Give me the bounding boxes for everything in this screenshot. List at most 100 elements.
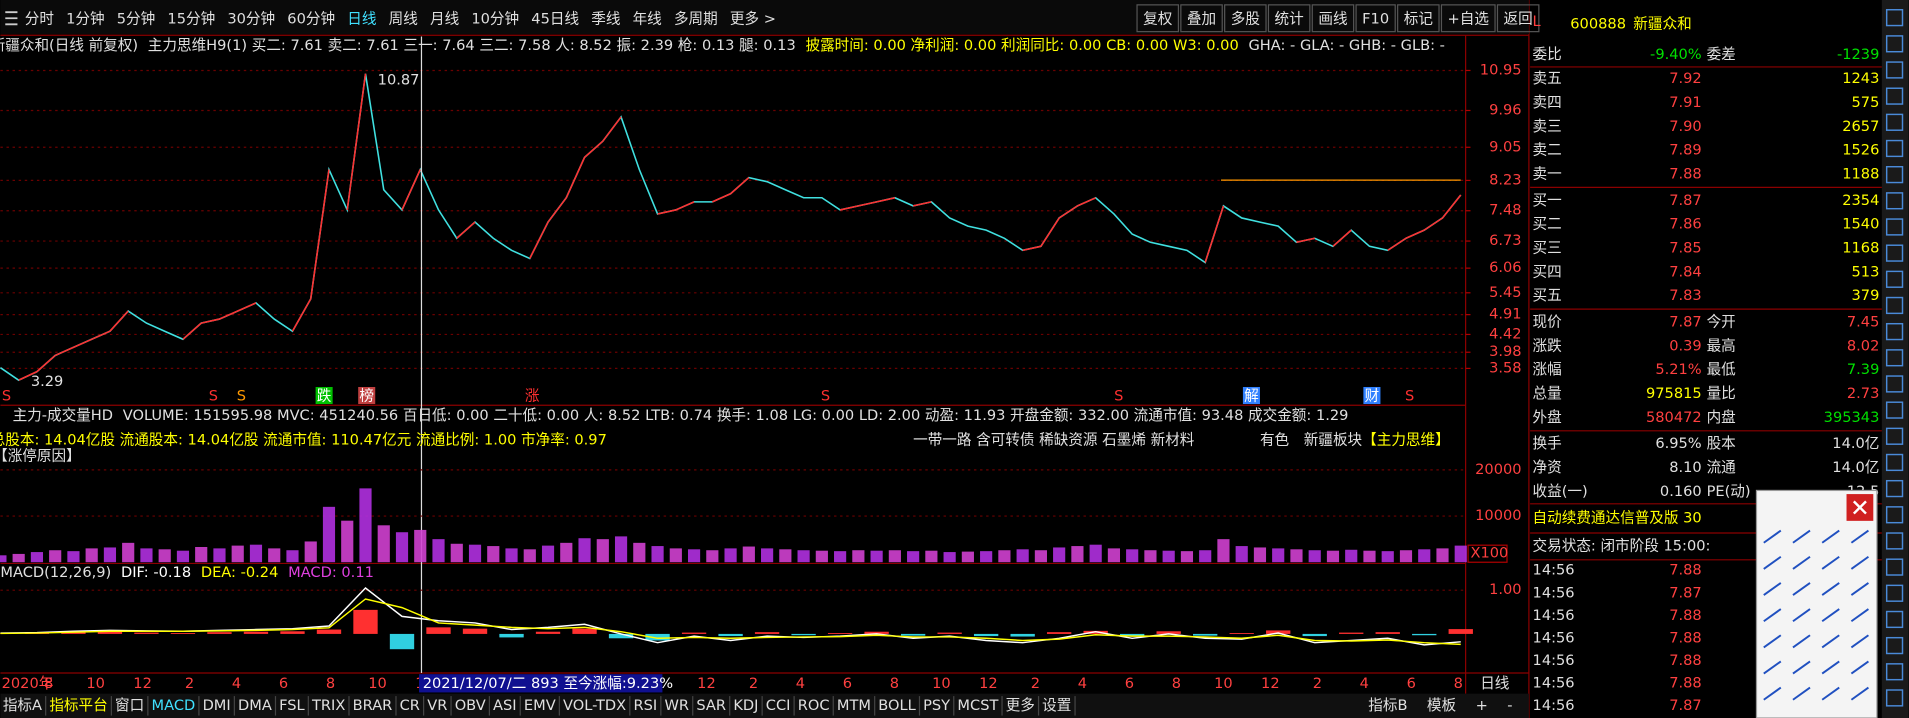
tool-icon[interactable] <box>1792 529 1811 544</box>
toolbar-button[interactable]: 标记 <box>1404 10 1434 27</box>
indicator-tab[interactable]: ASI <box>493 697 517 714</box>
toolbar-button[interactable]: 复权 <box>1143 9 1173 27</box>
tool-icon[interactable] <box>1763 529 1782 544</box>
period-tab[interactable]: 10分钟 <box>471 10 519 27</box>
tool-icon[interactable] <box>1792 660 1811 675</box>
tool-icon[interactable] <box>1792 634 1811 649</box>
side-icon[interactable] <box>1885 427 1904 445</box>
indicator-tab[interactable]: + <box>1476 697 1488 714</box>
indicator-tab[interactable]: DMI <box>203 697 231 714</box>
tool-icon[interactable] <box>1821 582 1840 596</box>
indicator-tab[interactable]: DMA <box>238 697 272 714</box>
period-tab[interactable]: 30分钟 <box>227 10 275 27</box>
indicator-tab[interactable]: TRIX <box>311 697 345 714</box>
tool-icon[interactable] <box>1821 634 1840 649</box>
tool-icon[interactable] <box>1792 582 1811 596</box>
toolbar-button[interactable]: 叠加 <box>1187 10 1216 27</box>
tool-icon[interactable] <box>1763 660 1782 675</box>
toolbar-button[interactable]: +自选 <box>1448 10 1490 27</box>
toolbar-button[interactable]: 统计 <box>1275 10 1304 27</box>
side-icon[interactable] <box>1885 87 1904 105</box>
period-tab[interactable]: 5分钟 <box>117 10 155 27</box>
side-icon[interactable] <box>1885 401 1904 419</box>
indicator-tab[interactable]: MTM <box>837 697 871 714</box>
side-icon[interactable] <box>1885 584 1904 602</box>
indicator-tab[interactable]: BRAR <box>353 697 393 714</box>
side-icon[interactable] <box>1885 558 1904 576</box>
side-icon[interactable] <box>1885 663 1904 681</box>
tool-icon[interactable] <box>1792 555 1811 570</box>
side-icon[interactable] <box>1885 636 1904 655</box>
indicator-tab[interactable]: VOL-TDX <box>563 697 626 714</box>
period-tab[interactable]: 周线 <box>389 10 419 27</box>
side-icon[interactable] <box>1885 506 1904 524</box>
period-tab[interactable]: 60分钟 <box>287 10 335 27</box>
period-tab[interactable]: 日线 <box>347 10 377 27</box>
tool-icon[interactable] <box>1850 555 1869 570</box>
side-icon[interactable] <box>1885 610 1904 629</box>
tool-icon[interactable] <box>1850 529 1869 544</box>
side-icon[interactable] <box>1885 218 1904 236</box>
indicator-tab[interactable]: CCI <box>766 697 791 714</box>
tool-icon[interactable] <box>1850 608 1869 623</box>
indicator-tab[interactable]: 模板 <box>1427 696 1457 714</box>
indicator-tab[interactable]: 窗口 <box>115 696 144 714</box>
tool-icon[interactable] <box>1763 555 1782 570</box>
side-icon[interactable] <box>1885 453 1904 472</box>
indicator-tab[interactable]: 指标A <box>3 697 42 714</box>
period-tab[interactable]: 1分钟 <box>66 10 104 27</box>
period-tab[interactable]: 多周期 <box>674 10 718 27</box>
tool-icon[interactable] <box>1763 582 1782 596</box>
period-tab[interactable]: 分时 <box>25 10 55 27</box>
indicator-tab[interactable]: 更多 <box>1006 697 1035 714</box>
toolbar-button[interactable]: 画线 <box>1318 10 1348 27</box>
indicator-tab[interactable]: RSI <box>633 697 657 714</box>
period-tab[interactable]: 月线 <box>430 10 460 27</box>
period-tab[interactable]: 15分钟 <box>167 10 215 27</box>
indicator-tab[interactable]: - <box>1507 697 1512 714</box>
side-icon[interactable] <box>1885 139 1904 158</box>
indicator-tab[interactable]: MCST <box>957 697 998 714</box>
indicator-tab[interactable]: SAR <box>696 697 726 714</box>
indicator-tab[interactable]: 设置 <box>1042 697 1071 714</box>
side-icon[interactable] <box>1885 165 1904 184</box>
indicator-tab[interactable]: EMV <box>524 697 556 714</box>
indicator-tab[interactable]: 指标平台 <box>49 697 107 714</box>
indicator-tab[interactable]: FSL <box>279 697 305 714</box>
period-tab[interactable]: 45日线 <box>531 10 579 27</box>
tool-icon[interactable] <box>1792 608 1811 623</box>
side-icon[interactable] <box>1885 270 1904 288</box>
indicator-tab[interactable]: 指标B <box>1368 697 1407 714</box>
tool-icon[interactable] <box>1792 686 1811 701</box>
side-icon[interactable] <box>1885 532 1904 550</box>
side-icon[interactable] <box>1885 244 1904 262</box>
side-icon[interactable] <box>1885 479 1904 498</box>
side-icon[interactable] <box>1885 349 1904 367</box>
side-icon[interactable] <box>1885 192 1904 210</box>
side-icon[interactable] <box>1885 375 1904 393</box>
side-icon[interactable] <box>1885 296 1904 315</box>
toolbar-button[interactable]: 多股 <box>1231 10 1261 27</box>
side-icon[interactable] <box>1885 322 1904 341</box>
side-icon[interactable] <box>1885 689 1904 707</box>
indicator-tab[interactable]: KDJ <box>733 697 758 714</box>
tool-icon[interactable] <box>1763 686 1782 701</box>
side-icon[interactable] <box>1885 35 1904 53</box>
indicator-tab[interactable]: ROC <box>798 697 830 714</box>
period-tab[interactable]: 年线 <box>633 10 663 27</box>
indicator-tab[interactable]: VR <box>427 697 447 714</box>
tool-icon[interactable] <box>1821 529 1840 544</box>
tool-icon[interactable] <box>1821 608 1840 623</box>
tool-icon[interactable] <box>1763 608 1782 623</box>
indicator-tab[interactable]: PSY <box>923 697 950 714</box>
tool-icon[interactable] <box>1850 634 1869 649</box>
tool-icon[interactable] <box>1821 555 1840 570</box>
period-tab[interactable]: 季线 <box>591 10 621 27</box>
toolbar-button[interactable]: 返回 <box>1504 10 1533 27</box>
indicator-tab[interactable]: OBV <box>455 697 486 714</box>
tool-icon[interactable] <box>1850 660 1869 675</box>
side-icon[interactable] <box>1885 9 1904 27</box>
period-tab[interactable]: 更多 > <box>730 10 776 27</box>
side-icon[interactable] <box>1885 61 1904 79</box>
indicator-tab[interactable]: CR <box>400 697 420 714</box>
